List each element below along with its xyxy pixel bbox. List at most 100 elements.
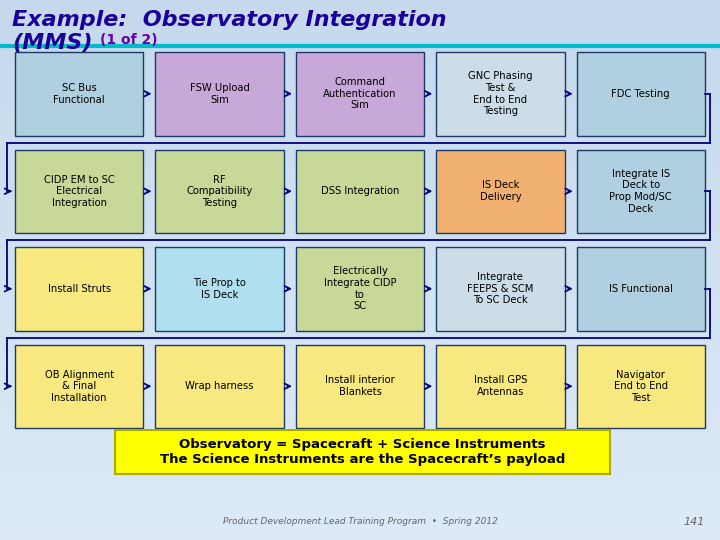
Text: OB Alignment
& Final
Installation: OB Alignment & Final Installation (45, 370, 114, 403)
Text: CIDP EM to SC
Electrical
Integration: CIDP EM to SC Electrical Integration (44, 174, 114, 208)
Text: FSW Upload
Sim: FSW Upload Sim (189, 83, 250, 105)
Text: Product Development Lead Training Program  •  Spring 2012: Product Development Lead Training Progra… (222, 517, 498, 526)
Text: Integrate IS
Deck to
Prop Mod/SC
Deck: Integrate IS Deck to Prop Mod/SC Deck (610, 169, 672, 214)
Bar (0, 249, 720, 256)
Bar (0, 6, 720, 14)
Bar (0, 135, 720, 141)
Bar (0, 189, 720, 195)
Bar (0, 94, 720, 102)
FancyBboxPatch shape (15, 150, 143, 233)
Bar (0, 303, 720, 310)
FancyBboxPatch shape (577, 52, 705, 136)
Text: IS Functional: IS Functional (609, 284, 672, 294)
Bar (0, 47, 720, 54)
FancyBboxPatch shape (436, 150, 564, 233)
Bar (0, 526, 720, 534)
Bar (0, 284, 720, 291)
FancyBboxPatch shape (577, 247, 705, 330)
Bar (0, 14, 720, 20)
Bar (0, 330, 720, 338)
FancyBboxPatch shape (296, 247, 424, 330)
FancyBboxPatch shape (156, 247, 284, 330)
Bar (0, 162, 720, 168)
Bar (0, 222, 720, 230)
Bar (0, 486, 720, 492)
Bar (0, 438, 720, 445)
FancyBboxPatch shape (156, 150, 284, 233)
FancyBboxPatch shape (15, 345, 143, 428)
Text: Install Struts: Install Struts (48, 284, 111, 294)
Bar (0, 291, 720, 297)
Bar (0, 128, 720, 135)
FancyBboxPatch shape (577, 345, 705, 428)
Text: Wrap harness: Wrap harness (185, 381, 254, 391)
Bar (0, 324, 720, 330)
Bar (0, 310, 720, 317)
Bar (0, 87, 720, 94)
Bar (0, 33, 720, 40)
Bar (0, 399, 720, 405)
Bar (0, 115, 720, 122)
Bar (0, 81, 720, 87)
Bar (0, 0, 720, 6)
Bar (0, 74, 720, 81)
Bar (0, 351, 720, 357)
FancyBboxPatch shape (296, 52, 424, 136)
Bar (0, 122, 720, 128)
Bar (0, 480, 720, 486)
Bar (0, 270, 720, 276)
FancyBboxPatch shape (436, 345, 564, 428)
Bar (0, 364, 720, 372)
Bar (0, 60, 720, 68)
Text: Observatory = Spacecraft + Science Instruments
The Science Instruments are the S: Observatory = Spacecraft + Science Instr… (160, 438, 565, 466)
Text: Navigator
End to End
Test: Navigator End to End Test (613, 370, 668, 403)
Text: Tie Prop to
IS Deck: Tie Prop to IS Deck (193, 278, 246, 300)
FancyBboxPatch shape (156, 52, 284, 136)
Bar (0, 392, 720, 399)
Text: Install interior
Blankets: Install interior Blankets (325, 375, 395, 397)
Bar (0, 20, 720, 27)
Bar (0, 384, 720, 391)
Text: Example:  Observatory Integration: Example: Observatory Integration (12, 10, 446, 30)
FancyBboxPatch shape (156, 345, 284, 428)
Bar (0, 357, 720, 364)
FancyBboxPatch shape (296, 150, 424, 233)
Bar (0, 263, 720, 270)
Bar (0, 432, 720, 438)
Bar (0, 156, 720, 162)
Bar (0, 500, 720, 507)
Bar (0, 465, 720, 472)
Bar (0, 276, 720, 284)
Bar (0, 216, 720, 222)
Bar (0, 195, 720, 202)
Bar (0, 68, 720, 74)
Bar (0, 141, 720, 149)
Bar (0, 297, 720, 303)
Text: RF
Compatibility
Testing: RF Compatibility Testing (186, 174, 253, 208)
FancyBboxPatch shape (15, 52, 143, 136)
Bar (0, 338, 720, 345)
Bar (0, 102, 720, 108)
Bar (0, 237, 720, 243)
Bar (0, 230, 720, 237)
Bar (0, 256, 720, 263)
Bar (0, 519, 720, 526)
Bar (0, 507, 720, 513)
Bar (0, 176, 720, 183)
Bar (0, 372, 720, 378)
FancyBboxPatch shape (436, 52, 564, 136)
Bar (0, 148, 720, 156)
FancyBboxPatch shape (296, 345, 424, 428)
FancyBboxPatch shape (577, 150, 705, 233)
Bar (0, 317, 720, 324)
Text: Install GPS
Antennas: Install GPS Antennas (474, 375, 527, 397)
Bar (0, 492, 720, 500)
Bar (0, 378, 720, 384)
Text: 141: 141 (683, 517, 705, 527)
Bar (0, 40, 720, 47)
Bar (0, 54, 720, 60)
Bar (0, 168, 720, 176)
Bar (0, 426, 720, 432)
Bar (0, 472, 720, 480)
FancyBboxPatch shape (436, 247, 564, 330)
